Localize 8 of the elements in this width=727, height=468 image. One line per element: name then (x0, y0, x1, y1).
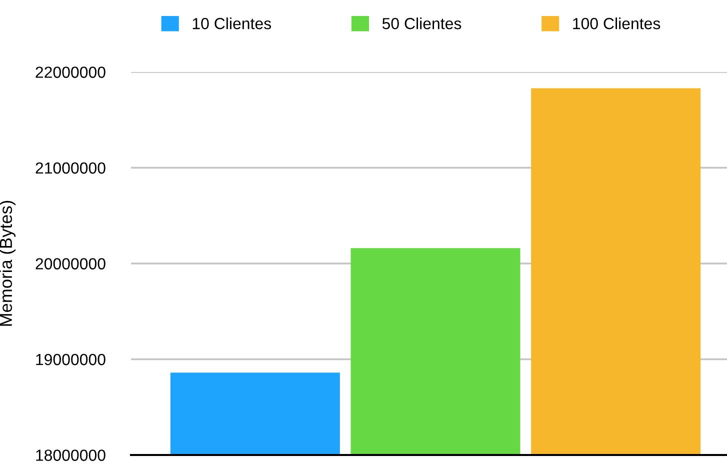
y-tick-label: 22000000 (36, 66, 106, 78)
y-tick-label: 20000000 (36, 258, 106, 270)
legend-label: 10 Clientes (192, 17, 271, 30)
legend-label: 100 Clientes (573, 17, 660, 30)
y-tick-label: 19000000 (36, 354, 106, 366)
legend-label: 50 Clientes (382, 17, 462, 30)
y-tick-label: 21000000 (36, 162, 106, 174)
y-tick-label: 18000000 (36, 450, 106, 461)
